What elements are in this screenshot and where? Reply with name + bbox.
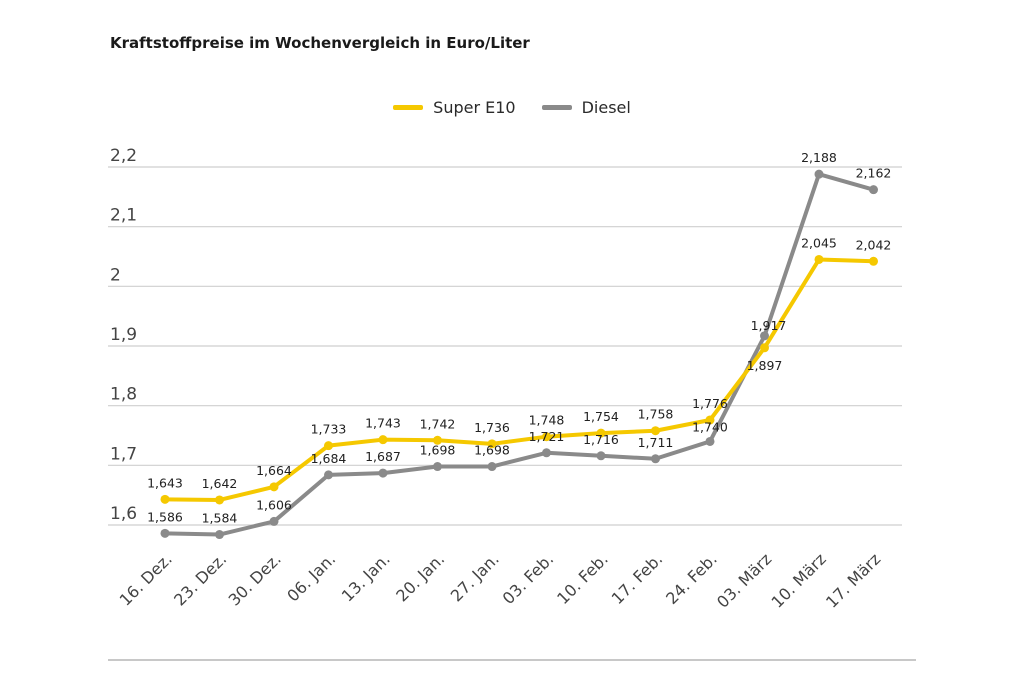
data-point-diesel [324,470,333,480]
data-point-super-e10 [324,441,333,451]
x-tick-label: 10. März [768,549,830,611]
data-label-diesel: 1,687 [365,449,401,464]
data-point-super-e10 [160,494,170,504]
legend-label-diesel: Diesel [581,98,631,117]
y-tick-label: 2 [110,265,121,285]
data-point-super-e10 [596,428,606,438]
data-point-diesel [596,451,606,461]
series-line-super-e10 [163,257,876,502]
data-point-diesel [215,530,224,540]
data-point-super-e10 [378,435,388,445]
x-tick-label: 20. Jan. [392,549,448,605]
data-label-diesel: 1,606 [256,497,292,512]
bottom-divider [108,659,916,661]
data-point-diesel [705,436,715,446]
y-tick-label: 1,7 [110,444,137,464]
data-point-diesel [814,169,824,179]
data-label-diesel: 1,917 [751,318,787,333]
data-point-diesel [487,462,497,472]
x-tick-label: 17. Feb. [608,549,667,608]
data-point-diesel [160,528,170,538]
data-point-super-e10 [215,495,224,505]
legend-item-diesel: Diesel [541,98,631,117]
data-point-super-e10 [705,415,715,425]
data-point-super-e10 [814,254,824,264]
data-label-super-e10: 1,758 [638,407,674,422]
data-point-diesel [869,185,878,195]
data-point-super-e10 [760,343,769,353]
data-point-diesel [269,516,279,526]
data-label-super-e10: 1,776 [692,396,728,411]
y-tick-label: 1,9 [110,325,137,345]
data-point-diesel [542,448,551,458]
chart-legend: Super E10 Diesel [0,98,1024,117]
x-tick-label: 30. Dez. [225,549,285,609]
chart-title: Kraftstoffpreise im Wochenvergleich in E… [110,34,530,52]
y-tick-label: 1,8 [110,385,137,405]
data-label-diesel: 2,188 [801,150,837,165]
data-label-diesel: 1,684 [311,451,347,466]
legend-label-super-e10: Super E10 [433,98,516,117]
series-line-diesel [163,172,876,537]
data-point-super-e10 [869,256,878,266]
data-point-super-e10 [542,432,551,442]
data-label-super-e10: 1,643 [147,475,183,490]
data-point-diesel [378,468,388,478]
legend-item-super-e10: Super E10 [393,98,516,117]
data-label-super-e10: 1,736 [474,420,510,435]
data-label-diesel: 2,162 [856,166,892,181]
data-point-diesel [651,454,660,464]
x-tick-label: 03. Feb. [499,549,558,608]
y-tick-label: 2,2 [110,146,137,166]
data-label-super-e10: 1,748 [529,413,565,428]
data-label-super-e10: 1,754 [583,409,619,424]
data-label-diesel: 1,584 [202,511,238,526]
x-tick-label: 23. Dez. [170,549,230,609]
data-label-diesel: 1,711 [638,435,674,450]
y-tick-label: 2,1 [110,206,137,226]
data-label-super-e10: 2,045 [801,235,837,250]
data-label-super-e10: 1,897 [747,358,783,373]
data-label-diesel: 1,740 [692,419,728,434]
data-label-super-e10: 1,733 [311,422,347,437]
data-label-super-e10: 1,742 [420,416,456,431]
x-tick-label: 13. Jan. [338,549,394,605]
data-point-super-e10 [269,482,279,492]
data-point-super-e10 [433,435,442,445]
data-label-diesel: 1,716 [583,432,619,447]
x-tick-label: 27. Jan. [447,549,503,605]
y-tick-label: 1,6 [110,504,137,524]
legend-swatch-diesel [541,105,572,110]
x-tick-label: 06. Jan. [283,549,339,605]
data-label-diesel: 1,698 [474,443,510,458]
data-label-super-e10: 2,042 [856,237,892,252]
x-tick-label: 24. Feb. [662,549,721,608]
data-label-super-e10: 1,664 [256,463,292,478]
data-label-diesel: 1,698 [420,443,456,458]
x-tick-label: 10. Feb. [553,549,612,608]
data-label-diesel: 1,586 [147,509,183,524]
x-tick-label: 03. März [713,549,775,611]
legend-swatch-super-e10 [393,105,424,110]
data-point-diesel [760,331,769,341]
data-point-super-e10 [487,439,497,449]
x-tick-label: 17. März [822,549,884,611]
data-point-diesel [433,462,442,472]
data-label-super-e10: 1,743 [365,416,401,431]
x-tick-label: 16. Dez. [116,549,176,609]
data-label-diesel: 1,721 [529,429,565,444]
data-label-super-e10: 1,642 [202,476,238,491]
data-point-super-e10 [651,426,660,436]
